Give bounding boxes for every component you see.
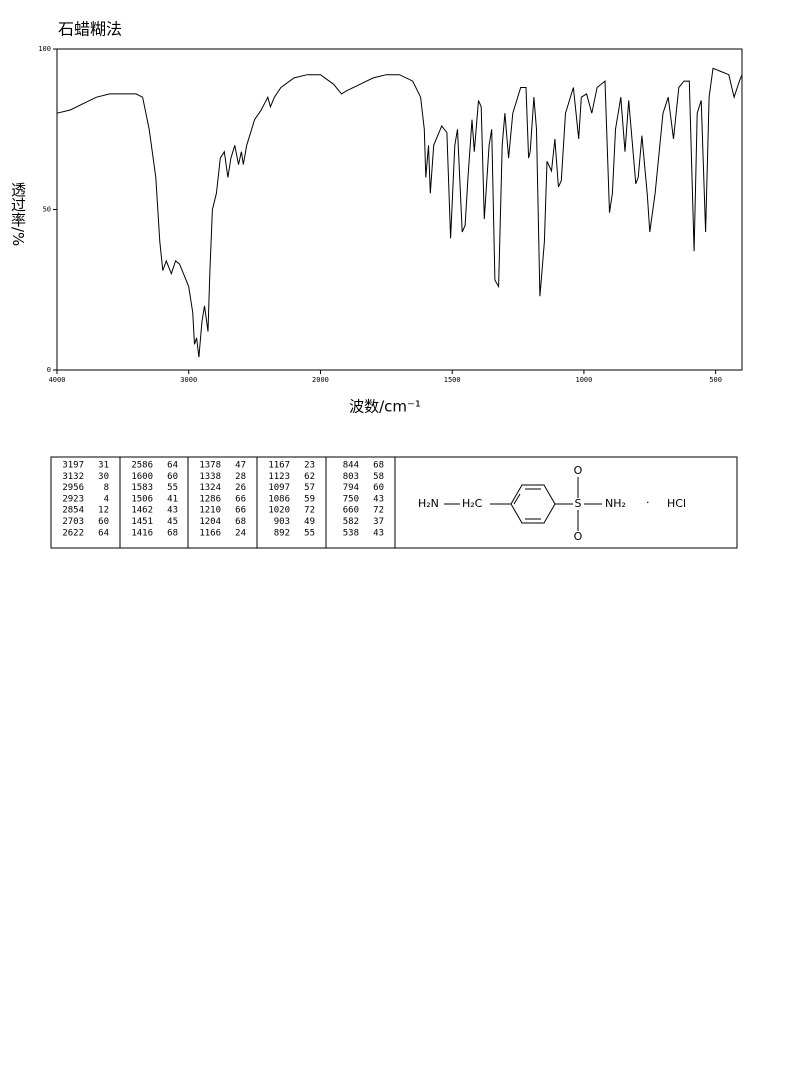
- peak-wavenumber: 903: [274, 517, 290, 527]
- peak-transmittance: 66: [235, 506, 246, 516]
- peak-transmittance: 68: [373, 461, 384, 471]
- peak-wavenumber: 844: [343, 461, 359, 471]
- x-tick-label: 3000: [180, 376, 197, 384]
- peak-wavenumber: 794: [343, 483, 359, 493]
- structure-label: HCl: [667, 497, 686, 510]
- peak-transmittance: 72: [373, 506, 384, 516]
- table-dividers: [119, 457, 396, 548]
- peak-transmittance: 72: [304, 506, 315, 516]
- peak-wavenumber: 1462: [131, 506, 153, 516]
- peak-transmittance: 49: [304, 517, 315, 527]
- peak-wavenumber: 1097: [268, 483, 290, 493]
- structure-label: ·: [646, 496, 650, 509]
- peak-transmittance: 24: [235, 528, 246, 538]
- peak-wavenumber: 2956: [62, 483, 84, 493]
- chart-title: 石蜡糊法: [58, 20, 122, 39]
- x-tick-label: 1000: [575, 376, 592, 384]
- peak-wavenumber: 1166: [199, 528, 221, 538]
- peak-transmittance: 31: [98, 461, 109, 471]
- peak-wavenumber: 1416: [131, 528, 153, 538]
- peak-wavenumber: 1210: [199, 506, 221, 516]
- peak-wavenumber: 1167: [268, 461, 290, 471]
- peak-wavenumber: 803: [343, 472, 359, 482]
- peak-transmittance: 43: [373, 494, 384, 504]
- spectrum-line: [56, 67, 743, 358]
- peak-transmittance: 64: [167, 461, 178, 471]
- x-tick-label: 2000: [312, 376, 329, 384]
- y-tick-label: 100: [38, 45, 51, 53]
- plot-frame: [56, 48, 743, 371]
- peak-transmittance: 59: [304, 494, 315, 504]
- peak-transmittance: 64: [98, 528, 109, 538]
- peak-transmittance: 23: [304, 461, 315, 471]
- x-tick-label: 1500: [444, 376, 461, 384]
- structure-label: S: [575, 497, 582, 510]
- peak-transmittance: 55: [304, 528, 315, 538]
- peak-wavenumber: 1338: [199, 472, 221, 482]
- y-tick-label: 50: [43, 206, 51, 214]
- peak-wavenumber: 1451: [131, 517, 153, 527]
- peak-transmittance: 26: [235, 483, 246, 493]
- peak-wavenumber: 750: [343, 494, 359, 504]
- peak-wavenumber: 3197: [62, 461, 84, 471]
- peak-wavenumber: 1204: [199, 517, 221, 527]
- structure-label: O: [574, 530, 583, 543]
- structure-bonds: [444, 477, 602, 531]
- peak-wavenumber: 2854: [62, 506, 84, 516]
- peak-wavenumber: 892: [274, 528, 290, 538]
- peak-wavenumber: 1506: [131, 494, 153, 504]
- peak-transmittance: 62: [304, 472, 315, 482]
- peak-transmittance: 68: [167, 528, 178, 538]
- peak-transmittance: 37: [373, 517, 384, 527]
- peak-transmittance: 57: [304, 483, 315, 493]
- peak-transmittance: 58: [373, 472, 384, 482]
- peak-transmittance: 66: [235, 494, 246, 504]
- y-tick-label: 0: [47, 366, 51, 374]
- peak-wavenumber: 2923: [62, 494, 84, 504]
- peak-transmittance: 60: [98, 517, 109, 527]
- peak-wavenumber: 1378: [199, 461, 221, 471]
- peak-transmittance: 12: [98, 506, 109, 516]
- peak-transmittance: 8: [104, 483, 109, 493]
- peak-transmittance: 47: [235, 461, 246, 471]
- peak-transmittance: 55: [167, 483, 178, 493]
- x-axis-label: 波数/cm⁻¹: [349, 398, 421, 416]
- y-axis-label: 透过率/%: [9, 182, 27, 246]
- peak-transmittance: 28: [235, 472, 246, 482]
- peak-wavenumber: 582: [343, 517, 359, 527]
- x-tick-label: 4000: [49, 376, 66, 384]
- peak-transmittance: 30: [98, 472, 109, 482]
- peak-transmittance: 68: [235, 517, 246, 527]
- peak-wavenumber: 1600: [131, 472, 153, 482]
- peak-transmittance: 4: [104, 494, 109, 504]
- peak-wavenumber: 660: [343, 506, 359, 516]
- peak-transmittance: 60: [167, 472, 178, 482]
- peak-wavenumber: 1086: [268, 494, 290, 504]
- peak-wavenumber: 538: [343, 528, 359, 538]
- peak-wavenumber: 1324: [199, 483, 221, 493]
- peak-wavenumber: 1123: [268, 472, 290, 482]
- structure-label: O: [574, 464, 583, 477]
- peak-wavenumber: 2586: [131, 461, 153, 471]
- peak-table-frame: [50, 456, 738, 549]
- peak-transmittance: 43: [373, 528, 384, 538]
- x-tick-label: 500: [709, 376, 722, 384]
- peak-transmittance: 45: [167, 517, 178, 527]
- structure-label: H₂C: [462, 497, 483, 510]
- peak-wavenumber: 1583: [131, 483, 153, 493]
- peak-transmittance: 41: [167, 494, 178, 504]
- peak-transmittance: 60: [373, 483, 384, 493]
- peak-wavenumber: 1020: [268, 506, 290, 516]
- structure-label: H₂N: [418, 497, 439, 510]
- peak-wavenumber: 2622: [62, 528, 84, 538]
- peak-wavenumber: 3132: [62, 472, 84, 482]
- structure-label: NH₂: [605, 497, 626, 510]
- peak-wavenumber: 1286: [199, 494, 221, 504]
- peak-transmittance: 43: [167, 506, 178, 516]
- peak-wavenumber: 2703: [62, 517, 84, 527]
